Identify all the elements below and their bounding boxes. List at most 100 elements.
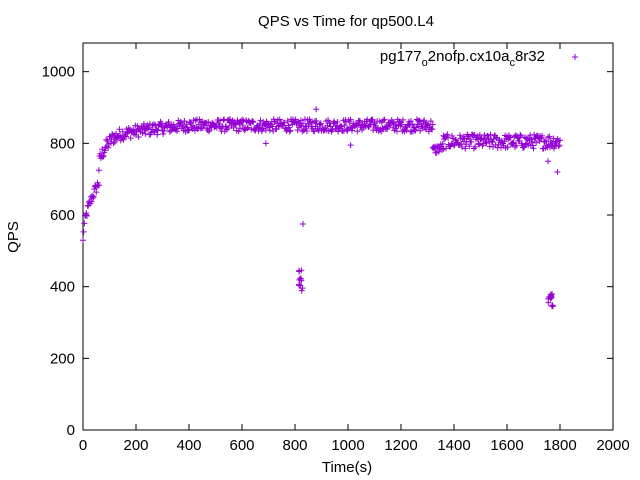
data-point — [449, 132, 456, 139]
data-point — [160, 131, 167, 138]
data-point — [384, 123, 391, 130]
data-point — [95, 182, 102, 189]
data-point — [406, 121, 413, 128]
data-point — [461, 135, 468, 142]
data-point — [237, 125, 244, 132]
data-point — [170, 121, 177, 128]
data-point — [313, 117, 320, 124]
data-point — [537, 135, 544, 142]
data-point — [447, 143, 454, 150]
data-point — [425, 128, 432, 135]
data-point — [89, 194, 96, 201]
data-point — [127, 135, 134, 142]
data-point — [435, 148, 442, 155]
data-point — [489, 138, 496, 145]
data-point — [294, 127, 301, 134]
data-point — [315, 126, 322, 133]
data-point — [483, 139, 490, 146]
data-point — [456, 132, 463, 139]
data-point — [100, 152, 107, 159]
data-point — [520, 144, 527, 151]
data-point — [111, 139, 118, 146]
data-point — [239, 116, 245, 123]
data-point — [482, 140, 489, 147]
data-point — [83, 212, 90, 219]
data-point — [388, 119, 395, 126]
x-tick-label: 400 — [176, 437, 201, 454]
x-tick-label: 1800 — [543, 437, 576, 454]
data-point — [487, 131, 494, 138]
data-point — [299, 120, 306, 127]
data-point — [356, 117, 363, 124]
y-tick-label: 0 — [67, 422, 75, 439]
data-point — [468, 138, 475, 145]
data-point — [409, 121, 416, 128]
data-point — [545, 134, 552, 141]
data-point — [380, 117, 387, 124]
data-point — [104, 138, 111, 145]
legend-marker — [572, 54, 578, 60]
data-point — [338, 123, 345, 130]
data-point — [368, 117, 375, 124]
data-point — [549, 302, 556, 309]
data-point — [95, 167, 102, 174]
data-point — [557, 137, 563, 144]
data-point — [173, 125, 180, 132]
y-tick-label: 800 — [50, 135, 75, 152]
data-point — [215, 120, 222, 127]
data-point — [226, 119, 233, 126]
data-point — [530, 145, 537, 152]
data-point — [83, 210, 90, 217]
data-point — [458, 144, 465, 151]
data-point — [517, 131, 524, 138]
data-point — [529, 138, 536, 145]
chart-title: QPS vs Time for qp500.L4 — [258, 13, 434, 30]
data-point — [80, 228, 87, 235]
data-point — [90, 193, 97, 200]
data-point — [429, 121, 436, 128]
data-point — [186, 127, 192, 134]
data-point — [153, 126, 160, 133]
data-point — [555, 143, 562, 150]
data-point — [183, 121, 190, 128]
data-point — [287, 127, 294, 134]
data-point — [317, 121, 324, 128]
data-point — [407, 118, 414, 125]
data-point — [325, 128, 332, 135]
data-point — [88, 198, 95, 205]
data-point — [259, 125, 266, 132]
data-point — [166, 128, 173, 135]
y-tick-label: 600 — [50, 207, 75, 224]
data-point — [296, 281, 303, 288]
data-point — [441, 136, 448, 143]
data-point — [554, 169, 561, 175]
data-point — [205, 119, 212, 126]
data-point — [262, 140, 269, 147]
data-point — [150, 121, 157, 128]
data-point — [476, 141, 483, 148]
data-point — [545, 158, 552, 165]
data-point — [480, 140, 487, 147]
data-point — [123, 133, 130, 140]
data-point — [257, 117, 264, 124]
data-point — [510, 139, 517, 146]
x-axis-label: Time(s) — [322, 459, 372, 476]
data-point — [443, 145, 450, 152]
data-point — [541, 138, 548, 145]
x-tick-label: 1400 — [437, 437, 470, 454]
data-point — [266, 127, 273, 134]
data-point — [284, 117, 291, 124]
data-point — [301, 126, 308, 133]
data-point — [99, 146, 106, 153]
data-point — [142, 130, 149, 137]
data-point — [110, 140, 117, 147]
data-point — [466, 136, 473, 143]
data-point — [239, 122, 246, 129]
x-tick-label: 1600 — [490, 437, 523, 454]
data-point — [379, 124, 386, 131]
data-point — [330, 119, 337, 126]
data-point — [548, 293, 555, 300]
data-point — [546, 133, 553, 140]
data-point — [258, 128, 265, 135]
data-point — [472, 143, 479, 150]
